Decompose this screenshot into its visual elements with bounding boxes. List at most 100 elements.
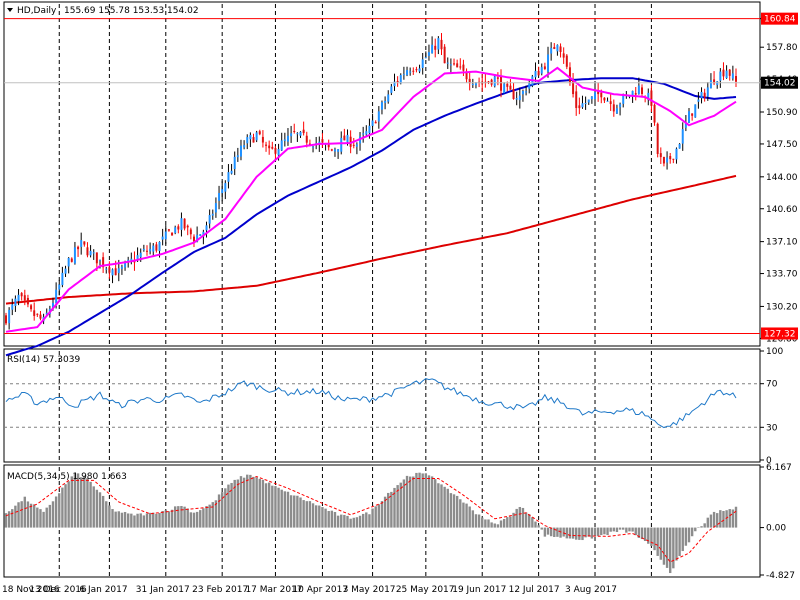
macd-bar — [371, 508, 374, 528]
candle-body — [456, 63, 459, 68]
macd-bar — [252, 476, 255, 528]
candle-body — [8, 309, 11, 324]
macd-bar — [719, 510, 722, 528]
macd-bar — [14, 505, 17, 528]
macd-bar — [465, 503, 468, 528]
macd-bar — [665, 527, 669, 568]
macd-bar — [430, 476, 434, 528]
candle-body — [697, 99, 700, 102]
candle-body — [102, 257, 105, 268]
candle-body — [136, 255, 139, 261]
macd-bar — [421, 473, 424, 528]
macd-bar — [515, 508, 518, 528]
candle-body — [11, 304, 14, 310]
macd-bar — [499, 520, 503, 528]
macd-bar — [521, 507, 525, 528]
candle-body — [568, 67, 571, 83]
candle-body — [252, 137, 255, 143]
candle-body — [672, 158, 675, 160]
macd-bar — [575, 527, 578, 540]
candle-body — [503, 83, 506, 94]
candle-body — [171, 232, 174, 236]
macd-bar — [446, 488, 449, 528]
candle-body — [609, 101, 612, 105]
dropdown-triangle-icon[interactable] — [7, 8, 13, 12]
macd-bar — [581, 527, 584, 541]
candle-body — [547, 54, 550, 72]
candle-body — [666, 157, 669, 163]
candle-body — [521, 90, 524, 95]
macd-bar — [694, 527, 697, 532]
candle-body — [515, 98, 518, 100]
candle-body — [440, 39, 443, 50]
candle-body — [487, 81, 490, 83]
macd-title: MACD(5,34,5) 1.980 1.663 — [7, 472, 127, 482]
candle-body — [73, 247, 76, 264]
macd-bar — [612, 527, 616, 532]
macd-bar — [462, 502, 465, 528]
macd-bar — [418, 472, 421, 528]
ma-fast-line — [5, 66, 737, 333]
candle-body — [713, 79, 716, 84]
macd-bar — [79, 477, 83, 528]
macd-bar — [481, 517, 484, 528]
candle-body — [437, 38, 440, 50]
candle-body — [321, 139, 324, 143]
candle-body — [318, 141, 321, 144]
candle-body — [559, 46, 562, 52]
price-tick-label: 130.20 — [766, 302, 798, 312]
candle-body — [92, 252, 95, 254]
macd-bar — [327, 510, 330, 528]
candle-body — [537, 70, 540, 76]
candle-body — [89, 250, 92, 256]
candle-body — [634, 93, 637, 95]
candle-body — [390, 86, 393, 93]
macd-bar — [568, 527, 572, 539]
candle-body — [412, 70, 415, 72]
candle-body — [647, 92, 650, 100]
candle-body — [55, 289, 58, 304]
macd-bar — [358, 515, 362, 528]
macd-bar — [603, 527, 606, 535]
candle-body — [152, 245, 155, 252]
candle-body — [67, 258, 70, 267]
macd-bar — [631, 527, 634, 532]
candle-body — [45, 312, 48, 315]
macd-bar — [355, 517, 359, 528]
candle-body — [39, 314, 42, 319]
candle-body — [396, 81, 399, 83]
candle-body — [80, 240, 83, 247]
candle-body — [186, 225, 189, 228]
macd-bar — [227, 484, 230, 528]
macd-bar — [51, 501, 55, 528]
candle-body — [565, 55, 568, 67]
candle-body — [346, 134, 349, 143]
candle-body — [36, 313, 39, 315]
price-tick-label: 157.80 — [766, 43, 798, 53]
macd-bar — [89, 481, 92, 528]
candle-body — [33, 310, 36, 316]
macd-bar — [76, 473, 80, 528]
x-tick-label: 18 Nov 2016 — [2, 585, 60, 595]
candle-body — [409, 71, 412, 73]
candle-body — [380, 102, 383, 110]
candle-body — [149, 248, 152, 252]
macd-histogram-layer — [4, 472, 738, 574]
candle-body — [500, 76, 503, 91]
candle-body — [578, 105, 581, 109]
candle-body — [120, 266, 123, 269]
candle-body — [199, 234, 202, 236]
candle-body — [731, 73, 734, 79]
candle-body — [619, 104, 622, 108]
macd-bar — [186, 508, 189, 528]
macd-bar — [139, 513, 142, 528]
candle-body — [98, 259, 101, 261]
candle-body — [312, 146, 315, 148]
x-tick-label: 3 May 2017 — [343, 585, 396, 595]
candle-body — [246, 137, 249, 144]
rsi-tick-label: 70 — [766, 380, 778, 390]
candle-body — [703, 92, 706, 98]
candle-body — [14, 298, 17, 306]
macd-bar — [596, 527, 600, 536]
